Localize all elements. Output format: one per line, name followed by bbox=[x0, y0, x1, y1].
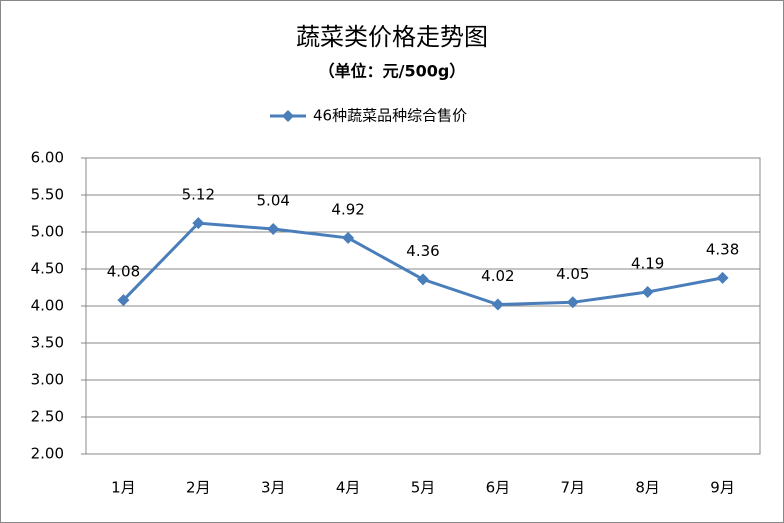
marker bbox=[641, 285, 654, 298]
chart-title: 蔬菜类价格走势图 bbox=[296, 23, 488, 51]
data-label: 4.08 bbox=[107, 263, 140, 281]
x-tick-label: 1月 bbox=[111, 479, 136, 497]
marker bbox=[192, 217, 205, 230]
marker bbox=[117, 294, 130, 307]
marker bbox=[267, 223, 280, 236]
data-label: 5.12 bbox=[182, 186, 215, 204]
marker bbox=[716, 271, 729, 284]
x-tick-label: 8月 bbox=[635, 479, 660, 497]
y-tick-label: 3.00 bbox=[31, 371, 64, 389]
chart-subtitle: （单位：元/500g） bbox=[319, 62, 466, 81]
x-tick-label: 7月 bbox=[561, 479, 586, 497]
y-tick-label: 3.50 bbox=[31, 334, 64, 352]
data-label: 4.05 bbox=[556, 265, 589, 283]
y-tick-label: 6.00 bbox=[31, 149, 64, 167]
data-label: 5.04 bbox=[257, 192, 290, 210]
legend-marker bbox=[282, 110, 294, 122]
x-tick-label: 5月 bbox=[411, 479, 436, 497]
y-tick-label: 2.00 bbox=[31, 445, 64, 463]
x-tick-label: 3月 bbox=[261, 479, 286, 497]
data-label: 4.19 bbox=[631, 254, 664, 272]
marker bbox=[342, 231, 355, 244]
y-tick-label: 2.50 bbox=[31, 408, 64, 426]
y-tick-label: 4.50 bbox=[31, 260, 64, 278]
x-tick-label: 6月 bbox=[486, 479, 511, 497]
x-tick-label: 4月 bbox=[336, 479, 361, 497]
marker bbox=[417, 273, 429, 286]
data-label: 4.36 bbox=[406, 242, 439, 260]
x-tick-label: 9月 bbox=[710, 479, 735, 497]
y-tick-label: 5.00 bbox=[31, 223, 64, 241]
x-tick-label: 2月 bbox=[186, 479, 211, 497]
marker bbox=[491, 298, 504, 311]
y-tick-label: 5.50 bbox=[31, 186, 64, 204]
y-tick-label: 4.00 bbox=[31, 297, 64, 315]
data-label: 4.02 bbox=[481, 267, 514, 285]
data-label: 4.38 bbox=[706, 240, 739, 258]
marker bbox=[566, 296, 579, 309]
legend-label: 46种蔬菜品种综合售价 bbox=[313, 107, 467, 125]
data-label: 4.92 bbox=[331, 200, 364, 218]
